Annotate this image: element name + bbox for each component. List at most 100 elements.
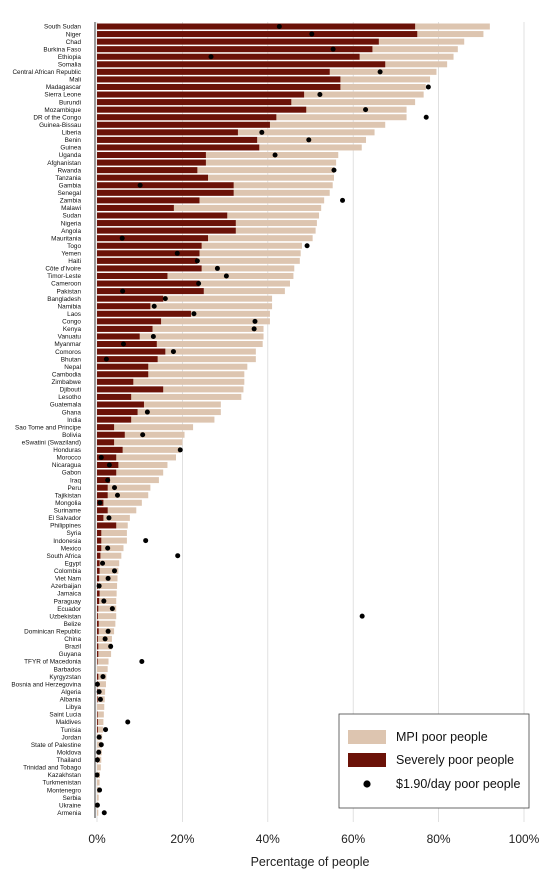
category-label: Sao Tome and Principe <box>15 424 81 431</box>
dollar-point <box>162 296 168 302</box>
category-label: Zambia <box>60 198 82 205</box>
category-label: Guatemala <box>50 402 82 409</box>
dollar-point <box>425 84 431 90</box>
dollar-point <box>377 69 383 75</box>
bar-mpi <box>97 590 117 597</box>
bar-mpi <box>97 197 325 204</box>
category-label: Honduras <box>53 447 81 454</box>
bar-severe <box>97 23 416 30</box>
bar-severe <box>97 121 270 128</box>
bar-severe <box>97 424 115 431</box>
category-label: Namibia <box>58 303 82 310</box>
category-label: Burundi <box>59 99 81 106</box>
category-label: Nepal <box>64 364 81 371</box>
category-label: Pakistan <box>56 288 81 295</box>
bar-mpi <box>97 454 176 461</box>
bar-mpi <box>97 537 127 544</box>
dollar-point <box>137 182 143 188</box>
bar-severe <box>97 106 307 113</box>
category-label: Rwanda <box>58 167 82 174</box>
category-label: Egypt <box>65 560 82 567</box>
category-label: Syria <box>66 530 81 537</box>
dollar-point <box>100 674 106 680</box>
dollar-point <box>94 681 100 687</box>
dollar-point <box>106 462 112 468</box>
bar-mpi <box>97 378 245 385</box>
category-label: Algeria <box>61 689 81 696</box>
category-label: Guinea <box>60 145 81 152</box>
dollar-point <box>100 560 106 566</box>
legend-swatch-severe <box>348 753 386 767</box>
bar-mpi <box>97 726 103 733</box>
dollar-point <box>112 568 118 574</box>
category-label: Brazil <box>65 644 81 651</box>
bar-mpi <box>97 461 168 468</box>
bar-mpi <box>97 363 248 370</box>
category-label: Bhutan <box>61 356 82 363</box>
bar-severe <box>97 61 386 68</box>
bar-severe <box>97 401 144 408</box>
dollar-point <box>194 258 200 264</box>
category-label: Mali <box>69 77 81 84</box>
category-label: Congo <box>62 319 81 326</box>
category-label: Liberia <box>62 130 82 137</box>
bar-severe <box>97 477 110 484</box>
category-label: Serbia <box>63 795 82 802</box>
bar-severe <box>97 658 98 665</box>
bar-mpi <box>97 764 101 771</box>
category-label: China <box>64 636 81 643</box>
category-label: Turkmenistan <box>43 780 82 787</box>
bar-severe <box>97 310 191 317</box>
bar-severe <box>97 469 117 476</box>
bar-mpi <box>97 356 256 363</box>
bar-mpi <box>97 552 122 559</box>
dollar-point <box>103 356 109 362</box>
dollar-point <box>170 349 176 355</box>
bar-severe <box>97 378 134 385</box>
dollar-point <box>109 606 115 612</box>
category-label: Senegal <box>58 190 81 197</box>
bar-mpi <box>97 598 117 605</box>
category-label: Tajikistan <box>55 492 82 499</box>
category-label: Guinea-Bissau <box>39 122 81 129</box>
bar-severe <box>97 182 234 189</box>
bar-mpi <box>97 703 105 710</box>
category-label: Haiti <box>68 258 81 265</box>
category-label: Guyana <box>59 651 82 658</box>
x-tick-label: 0% <box>88 832 106 846</box>
category-label: Thailand <box>56 757 81 764</box>
dollar-point <box>276 24 282 29</box>
category-label: Trinidad and Tobago <box>23 765 81 772</box>
bar-mpi <box>97 666 108 673</box>
dollar-point <box>140 432 146 438</box>
category-label: Ukraine <box>59 802 81 809</box>
category-label: Ghana <box>62 409 82 416</box>
bar-severe <box>97 719 98 726</box>
legend-marker-dollar <box>363 780 371 788</box>
bar-severe <box>97 673 99 680</box>
dollar-point <box>103 727 109 733</box>
bar-severe <box>97 454 117 461</box>
category-label: Suriname <box>54 508 82 515</box>
bar-severe <box>97 726 98 733</box>
category-label: Afghanistan <box>47 160 81 167</box>
category-label: Sierra Leone <box>44 92 81 99</box>
bar-mpi <box>97 530 127 537</box>
category-label: Indonesia <box>53 538 81 545</box>
dollar-markers <box>94 24 431 816</box>
dollar-point <box>105 628 111 634</box>
bar-severe <box>97 204 174 211</box>
category-label: Montenegro <box>47 787 82 794</box>
bar-severe <box>97 265 202 272</box>
bar-severe <box>97 348 166 355</box>
category-label: Comoros <box>55 349 81 356</box>
category-label: Barbados <box>54 666 81 673</box>
bar-severe <box>97 620 99 627</box>
category-label: Tunisia <box>61 727 82 734</box>
bar-severe <box>97 159 206 166</box>
bar-mpi <box>97 393 242 400</box>
bar-severe <box>97 272 168 279</box>
category-label: Nigeria <box>61 220 82 227</box>
bar-severe <box>97 530 102 537</box>
dollar-point <box>112 485 118 491</box>
